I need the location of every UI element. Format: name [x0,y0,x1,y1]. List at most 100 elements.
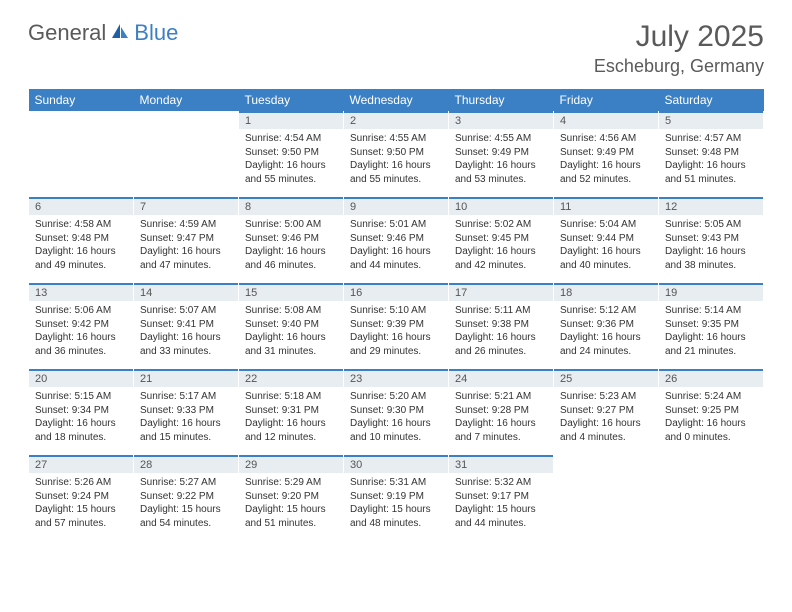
daylight-line: and 26 minutes. [455,345,547,359]
sunrise-line: Sunrise: 5:26 AM [35,476,127,490]
calendar-grid: Sunday Monday Tuesday Wednesday Thursday… [28,89,764,541]
brand-part2: Blue [134,20,178,46]
daylight-line: and 10 minutes. [350,431,442,445]
calendar-cell: 14Sunrise: 5:07 AMSunset: 9:41 PMDayligh… [134,283,239,369]
daylight-line: Daylight: 15 hours [140,503,232,517]
calendar-week-row: 13Sunrise: 5:06 AMSunset: 9:42 PMDayligh… [29,283,764,369]
sunrise-line: Sunrise: 5:18 AM [245,390,337,404]
day-details: Sunrise: 5:02 AMSunset: 9:45 PMDaylight:… [449,215,553,276]
daylight-line: Daylight: 16 hours [245,417,337,431]
day-number: 11 [554,197,658,215]
daylight-line: and 42 minutes. [455,259,547,273]
calendar-cell: 26Sunrise: 5:24 AMSunset: 9:25 PMDayligh… [659,369,764,455]
sunset-line: Sunset: 9:50 PM [350,146,442,160]
daylight-line: Daylight: 16 hours [560,331,652,345]
sunrise-line: Sunrise: 4:54 AM [245,132,337,146]
weekday-header: Sunday [29,89,134,111]
day-details: Sunrise: 5:24 AMSunset: 9:25 PMDaylight:… [659,387,763,448]
day-details: Sunrise: 5:23 AMSunset: 9:27 PMDaylight:… [554,387,658,448]
sunrise-line: Sunrise: 5:15 AM [35,390,127,404]
title-block: July 2025 Escheburg, Germany [594,20,764,77]
day-details: Sunrise: 5:29 AMSunset: 9:20 PMDaylight:… [239,473,343,534]
sunset-line: Sunset: 9:20 PM [245,490,337,504]
day-number: 6 [29,197,133,215]
day-number: 13 [29,283,133,301]
calendar-cell: 20Sunrise: 5:15 AMSunset: 9:34 PMDayligh… [29,369,134,455]
daylight-line: and 57 minutes. [35,517,127,531]
daylight-line: and 33 minutes. [140,345,232,359]
calendar-cell: 22Sunrise: 5:18 AMSunset: 9:31 PMDayligh… [239,369,344,455]
sunrise-line: Sunrise: 5:08 AM [245,304,337,318]
sunrise-line: Sunrise: 5:27 AM [140,476,232,490]
calendar-cell: 24Sunrise: 5:21 AMSunset: 9:28 PMDayligh… [449,369,554,455]
calendar-cell: 8Sunrise: 5:00 AMSunset: 9:46 PMDaylight… [239,197,344,283]
daylight-line: and 15 minutes. [140,431,232,445]
day-number: 14 [134,283,238,301]
sunset-line: Sunset: 9:27 PM [560,404,652,418]
day-number: 16 [344,283,448,301]
day-details: Sunrise: 5:31 AMSunset: 9:19 PMDaylight:… [344,473,448,534]
daylight-line: and 38 minutes. [665,259,757,273]
calendar-cell: 19Sunrise: 5:14 AMSunset: 9:35 PMDayligh… [659,283,764,369]
day-details: Sunrise: 5:04 AMSunset: 9:44 PMDaylight:… [554,215,658,276]
day-number: 4 [554,111,658,129]
sunrise-line: Sunrise: 5:23 AM [560,390,652,404]
daylight-line: and 47 minutes. [140,259,232,273]
calendar-cell [29,111,134,197]
sunrise-line: Sunrise: 5:10 AM [350,304,442,318]
daylight-line: Daylight: 16 hours [665,331,757,345]
sunset-line: Sunset: 9:35 PM [665,318,757,332]
daylight-line: and 46 minutes. [245,259,337,273]
sunrise-line: Sunrise: 4:55 AM [350,132,442,146]
sunrise-line: Sunrise: 5:11 AM [455,304,547,318]
daylight-line: and 52 minutes. [560,173,652,187]
daylight-line: Daylight: 16 hours [35,331,127,345]
daylight-line: Daylight: 16 hours [140,417,232,431]
daylight-line: and 4 minutes. [560,431,652,445]
daylight-line: Daylight: 16 hours [455,159,547,173]
daylight-line: and 21 minutes. [665,345,757,359]
sunset-line: Sunset: 9:31 PM [245,404,337,418]
day-number: 31 [449,455,553,473]
sunset-line: Sunset: 9:45 PM [455,232,547,246]
day-number: 28 [134,455,238,473]
daylight-line: Daylight: 15 hours [455,503,547,517]
daylight-line: Daylight: 15 hours [350,503,442,517]
daylight-line: Daylight: 16 hours [140,331,232,345]
calendar-cell: 25Sunrise: 5:23 AMSunset: 9:27 PMDayligh… [554,369,659,455]
day-details: Sunrise: 5:15 AMSunset: 9:34 PMDaylight:… [29,387,133,448]
daylight-line: and 44 minutes. [455,517,547,531]
daylight-line: and 51 minutes. [245,517,337,531]
day-number: 20 [29,369,133,387]
day-number: 5 [659,111,763,129]
daylight-line: Daylight: 16 hours [560,245,652,259]
daylight-line: Daylight: 16 hours [560,159,652,173]
calendar-cell: 6Sunrise: 4:58 AMSunset: 9:48 PMDaylight… [29,197,134,283]
calendar-cell: 11Sunrise: 5:04 AMSunset: 9:44 PMDayligh… [554,197,659,283]
day-number: 29 [239,455,343,473]
daylight-line: and 7 minutes. [455,431,547,445]
daylight-line: Daylight: 16 hours [245,245,337,259]
daylight-line: and 51 minutes. [665,173,757,187]
sunset-line: Sunset: 9:36 PM [560,318,652,332]
calendar-cell [134,111,239,197]
calendar-cell: 12Sunrise: 5:05 AMSunset: 9:43 PMDayligh… [659,197,764,283]
month-title: July 2025 [594,20,764,54]
weekday-header: Saturday [659,89,764,111]
weekday-header: Wednesday [344,89,449,111]
sunset-line: Sunset: 9:42 PM [35,318,127,332]
sunset-line: Sunset: 9:41 PM [140,318,232,332]
daylight-line: and 24 minutes. [560,345,652,359]
sunset-line: Sunset: 9:43 PM [665,232,757,246]
daylight-line: Daylight: 16 hours [35,245,127,259]
daylight-line: Daylight: 16 hours [245,159,337,173]
daylight-line: Daylight: 16 hours [455,417,547,431]
sunrise-line: Sunrise: 4:56 AM [560,132,652,146]
daylight-line: and 54 minutes. [140,517,232,531]
sunrise-line: Sunrise: 5:00 AM [245,218,337,232]
sunrise-line: Sunrise: 5:05 AM [665,218,757,232]
sunset-line: Sunset: 9:30 PM [350,404,442,418]
sunset-line: Sunset: 9:25 PM [665,404,757,418]
sunrise-line: Sunrise: 5:06 AM [35,304,127,318]
day-details: Sunrise: 5:20 AMSunset: 9:30 PMDaylight:… [344,387,448,448]
